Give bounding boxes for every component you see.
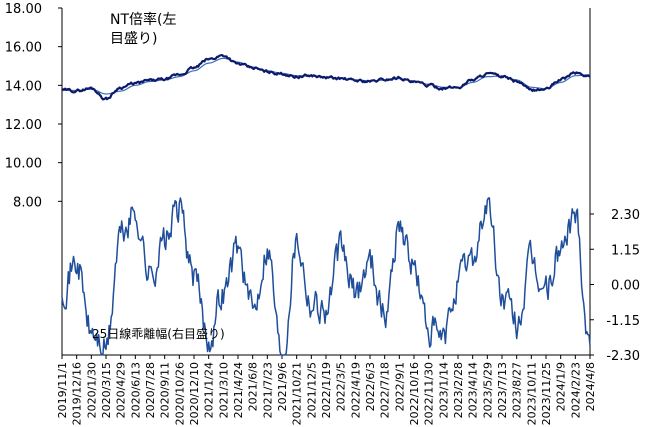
x-tick-label: 2020/10/26 — [173, 362, 186, 425]
left-tick-label: 8.00 — [13, 195, 42, 210]
right-tick-label: 2.30 — [611, 208, 640, 223]
left-tick-label: 18.00 — [5, 2, 42, 17]
x-tick-label: 2023/4/14 — [467, 362, 480, 418]
left-tick-label: 16.00 — [5, 41, 42, 56]
x-tick-label: 2022/3/5 — [335, 362, 348, 411]
left-tick-label: 10.00 — [5, 157, 42, 172]
series-line-1 — [62, 57, 591, 95]
x-tick-label: 2021/3/10 — [217, 362, 230, 418]
x-tick-label: 2023/11/25 — [540, 362, 553, 425]
x-tick-label: 2021/10/21 — [291, 362, 304, 425]
x-tick-label: 2021/12/5 — [305, 362, 318, 418]
x-tick-label: 2023/8/27 — [511, 362, 524, 418]
x-tick-label: 2020/4/29 — [115, 362, 128, 418]
x-tick-label: 2022/1/19 — [320, 362, 333, 418]
left-axis-ticks: 18.00 16.00 14.00 12.00 10.00 8.00 — [5, 2, 62, 210]
x-tick-label: 2022/7/18 — [379, 362, 392, 418]
x-tick-label: 2022/6/3 — [364, 362, 377, 411]
x-axis-ticks: 2019/11/1 2019/12/16 2020/1/30 2020/3/15 202… — [56, 355, 597, 425]
x-tick-label: 2023/1/14 — [437, 362, 450, 418]
x-tick-label: 2021/4/24 — [232, 362, 245, 418]
axes — [61, 8, 591, 356]
x-tick-label: 2024/4/8 — [584, 362, 597, 411]
x-tick-label: 2020/3/15 — [100, 362, 113, 418]
lower-annotation: 25日線乖離幅(右目盛り) — [92, 326, 225, 341]
x-tick-label: 2021/6/8 — [247, 362, 260, 411]
x-tick-label: 2024/2/23 — [569, 362, 582, 418]
left-tick-label: 14.00 — [5, 79, 42, 94]
x-tick-label: 2023/10/11 — [525, 362, 538, 425]
x-tick-label: 2019/12/16 — [71, 362, 84, 425]
x-tick-label: 2021/1/24 — [203, 362, 216, 418]
x-tick-label: 2022/10/16 — [408, 362, 421, 425]
x-tick-label: 2020/7/28 — [144, 362, 157, 418]
x-tick-label: 2020/6/13 — [129, 362, 142, 418]
x-tick-label: 2019/11/1 — [56, 362, 69, 418]
right-tick-label: -1.15 — [606, 314, 640, 329]
x-tick-label: 2023/2/28 — [452, 362, 465, 418]
x-tick-label: 2020/12/10 — [188, 362, 201, 425]
x-tick-label: 2021/7/23 — [261, 362, 274, 418]
x-tick-label: 2022/11/30 — [423, 362, 436, 425]
x-tick-label: 2022/9/1 — [393, 362, 406, 411]
right-tick-label: 0.00 — [611, 279, 640, 294]
x-tick-label: 2020/1/30 — [85, 362, 98, 418]
x-tick-label: 2022/4/19 — [349, 362, 362, 418]
x-tick-label: 2021/9/6 — [276, 362, 289, 411]
x-tick-label: 2023/5/29 — [481, 362, 494, 418]
x-tick-label: 2023/7/13 — [496, 362, 509, 418]
series-line-2 — [61, 197, 591, 356]
right-tick-label: 1.15 — [611, 243, 640, 258]
series-layer — [61, 54, 591, 356]
x-tick-label: 2024/1/9 — [555, 362, 568, 411]
series-line-0 — [61, 54, 591, 101]
x-tick-label: 2020/9/11 — [159, 362, 172, 418]
left-tick-label: 12.00 — [5, 118, 42, 133]
upper-annotation-line1: NT倍率(左 — [110, 11, 177, 28]
right-axis-ticks: 2.30 1.15 0.00 -1.15 -2.30 — [590, 208, 640, 364]
right-tick-label: -2.30 — [606, 349, 640, 364]
upper-annotation-line2: 目盛り) — [110, 31, 157, 47]
